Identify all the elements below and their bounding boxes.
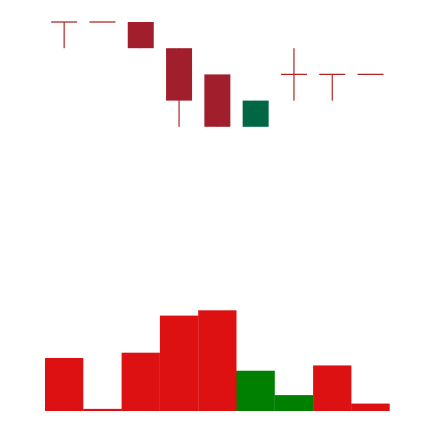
volume-bar-4 <box>159 315 199 411</box>
candle-body <box>204 74 231 127</box>
candle-4 <box>166 48 193 127</box>
candle-1 <box>51 21 78 49</box>
volume-bar-3 <box>121 352 160 411</box>
candle-8 <box>319 73 346 101</box>
candle-7 <box>280 48 307 101</box>
volume-bar-6 <box>236 370 275 411</box>
volume-bars <box>45 310 390 411</box>
price-candles <box>51 21 384 127</box>
candle-body <box>166 48 193 101</box>
candle-body <box>242 100 269 127</box>
candle-body <box>127 22 154 49</box>
volume-bar-8 <box>313 365 352 411</box>
volume-bar-1 <box>45 358 84 411</box>
volume-bar-9 <box>351 403 390 411</box>
candle-5 <box>204 74 231 127</box>
volume-bar-5 <box>198 310 237 411</box>
candle-3 <box>127 22 154 49</box>
volume-bar-2 <box>83 408 122 411</box>
volume-bar-7 <box>274 395 314 411</box>
candle-6 <box>242 100 269 127</box>
